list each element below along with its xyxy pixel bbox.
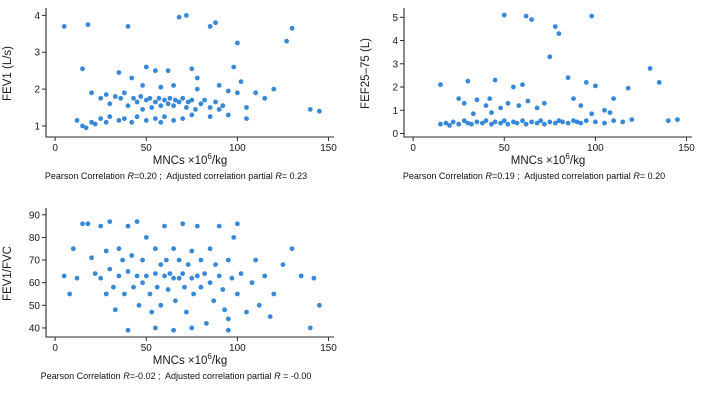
chart-fev1: FEV1 (L/s) 1 2 3 4 0 50 100 150 MNCs ×106/kg Pe… <box>0 2 358 202</box>
svg-text:0: 0 <box>410 143 416 154</box>
correlation-caption-fev1fvc: Pearson Correlation R=-0.02 ; Adjusted c… <box>40 370 312 381</box>
empty-quadrant <box>358 202 709 408</box>
svg-text:100: 100 <box>587 143 604 154</box>
svg-text:100: 100 <box>229 343 246 354</box>
chart-fev1fvc: FEV1/FVC 40 50 60 70 80 90 0 50 100 150 MNCs ×106… <box>0 202 358 408</box>
svg-text:1: 1 <box>392 106 398 117</box>
svg-text:0: 0 <box>392 129 398 140</box>
svg-text:2: 2 <box>392 83 398 94</box>
svg-text:50: 50 <box>141 343 153 354</box>
svg-text:90: 90 <box>29 210 41 221</box>
svg-text:150: 150 <box>678 143 695 154</box>
svg-text:4: 4 <box>34 11 40 22</box>
svg-text:50: 50 <box>499 143 511 154</box>
y-axis-label-fev1: FEV1 (L/s) <box>2 45 14 101</box>
svg-text:50: 50 <box>141 143 153 154</box>
svg-text:80: 80 <box>29 233 41 244</box>
svg-text:0: 0 <box>52 143 58 154</box>
svg-text:50: 50 <box>29 301 41 312</box>
correlation-caption-fev1: Pearson Correlation R=0.20 ; Adjusted co… <box>44 170 308 181</box>
scatter-plot-fev1fvc: 40 50 60 70 80 90 0 50 100 150 <box>29 208 337 354</box>
y-axis-label-fef2575: FEF25–75 (L) <box>360 37 372 109</box>
svg-text:0: 0 <box>52 343 58 354</box>
x-axis-label-fef2575: MNCs ×106/kg <box>510 152 586 167</box>
y-axis-label-fev1fvc: FEV1/FVC <box>2 245 14 301</box>
x-axis-label-fev1fvc: MNCs ×106/kg <box>152 352 228 367</box>
svg-text:150: 150 <box>320 343 337 354</box>
correlation-caption-fef2575: Pearson Correlation R=0.19 ; Adjusted co… <box>402 170 666 181</box>
svg-text:2: 2 <box>34 85 40 96</box>
x-axis-label-fev1: MNCs ×106/kg <box>152 152 228 167</box>
scatter-plot-fev1: 1 2 3 4 0 50 100 150 <box>34 8 337 154</box>
svg-text:1: 1 <box>34 121 40 132</box>
chart-fef2575: FEF25–75 (L) 0 1 2 3 4 5 0 50 100 150 MNCs ×106/k… <box>358 2 709 202</box>
svg-text:3: 3 <box>392 59 398 70</box>
svg-text:5: 5 <box>392 13 398 24</box>
svg-text:100: 100 <box>229 143 246 154</box>
svg-text:3: 3 <box>34 48 40 59</box>
svg-text:40: 40 <box>29 323 41 334</box>
svg-text:70: 70 <box>29 256 41 267</box>
svg-text:60: 60 <box>29 278 41 289</box>
svg-text:4: 4 <box>392 36 398 47</box>
svg-text:150: 150 <box>320 143 337 154</box>
